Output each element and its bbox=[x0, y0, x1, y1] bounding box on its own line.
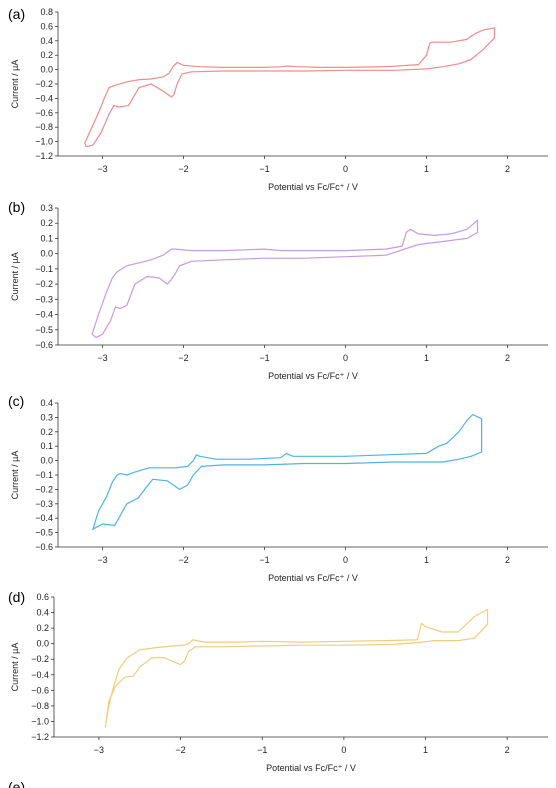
x-tick-label: 2 bbox=[505, 353, 510, 363]
y-tick-label: 0.3 bbox=[40, 203, 53, 213]
x-tick-label: −3 bbox=[97, 353, 107, 363]
chart-panel-4: (d) 0.6 0.4 0.2 0.0 −0.2 −0.4 −0.6 −0.8 −1.0 −1.2 −… bbox=[8, 589, 548, 773]
y-tick-label: −0.8 bbox=[35, 122, 53, 132]
y-tick-label: −1.2 bbox=[35, 151, 53, 161]
x-tick-label: 1 bbox=[424, 353, 429, 363]
y-tick-label: 0.1 bbox=[40, 441, 53, 451]
cv-trace bbox=[91, 219, 479, 338]
panels: (a) 0.8 0.6 0.4 0.2 0.0 −0.2 −0.4 −0.6 −0.8 −1.0 −1… bbox=[8, 6, 548, 773]
y-tick-label: −0.2 bbox=[35, 79, 53, 89]
y-tick-label: 0.3 bbox=[40, 412, 53, 422]
x-tick-label: 0 bbox=[343, 164, 348, 174]
y-tick-label: −0.4 bbox=[35, 93, 53, 103]
x-tick-label: −2 bbox=[175, 745, 185, 755]
y-tick-label: −0.6 bbox=[35, 108, 53, 118]
y-tick-label: −0.3 bbox=[35, 294, 53, 304]
x-tick-label: −3 bbox=[94, 745, 104, 755]
y-tick-label: −0.2 bbox=[35, 484, 53, 494]
x-tick-label: −1 bbox=[259, 164, 269, 174]
x-axis-title: Potential vs Fc/Fc⁺ / V bbox=[268, 371, 358, 381]
y-tick-label: 0.4 bbox=[40, 36, 53, 46]
y-tick-label: −0.5 bbox=[35, 528, 53, 538]
x-tick-label: 1 bbox=[424, 164, 429, 174]
x-tick-label: −1 bbox=[259, 555, 269, 565]
x-tick-label: 0 bbox=[343, 555, 348, 565]
y-tick-label: 0.2 bbox=[40, 218, 53, 228]
y-tick-label: 0.4 bbox=[36, 608, 49, 618]
y-tick-label: 0.2 bbox=[40, 50, 53, 60]
y-tick-label: 0.1 bbox=[40, 233, 53, 243]
y-tick-label: 0.4 bbox=[40, 398, 53, 408]
y-tick-label: −0.6 bbox=[31, 685, 49, 695]
y-tick-label: −0.6 bbox=[35, 340, 53, 350]
y-tick-label: −0.4 bbox=[31, 670, 49, 680]
x-tick-label: 0 bbox=[341, 745, 346, 755]
y-tick-label: 0.0 bbox=[40, 456, 53, 466]
y-tick-label: −0.3 bbox=[35, 499, 53, 509]
y-axis-title: Current / µA bbox=[10, 252, 20, 301]
y-tick-label: −1.0 bbox=[31, 716, 49, 726]
x-axis-title: Potential vs Fc/Fc⁺ / V bbox=[268, 573, 358, 583]
y-tick-label: 0.0 bbox=[40, 249, 53, 259]
x-axis-title: Potential vs Fc/Fc⁺ / V bbox=[268, 182, 358, 192]
panel-label: (c) bbox=[8, 393, 24, 409]
cut-off-panel-label: (e) bbox=[8, 779, 25, 788]
x-tick-label: 2 bbox=[505, 745, 510, 755]
y-axis-title: Current / µA bbox=[10, 60, 20, 109]
y-axis-title: Current / µA bbox=[10, 451, 20, 500]
cv-trace bbox=[104, 608, 489, 728]
x-tick-label: 2 bbox=[505, 164, 510, 174]
x-tick-label: −2 bbox=[178, 353, 188, 363]
cv-trace bbox=[84, 27, 496, 148]
y-tick-label: 0.2 bbox=[40, 427, 53, 437]
x-tick-label: 0 bbox=[343, 353, 348, 363]
y-tick-label: −0.1 bbox=[35, 264, 53, 274]
y-tick-label: −0.6 bbox=[35, 542, 53, 552]
y-tick-label: −0.2 bbox=[35, 279, 53, 289]
panel-label: (b) bbox=[8, 199, 25, 215]
y-tick-label: −0.8 bbox=[31, 701, 49, 711]
x-tick-label: −1 bbox=[259, 353, 269, 363]
y-tick-label: −0.4 bbox=[35, 513, 53, 523]
cv-trace bbox=[92, 413, 483, 531]
x-tick-label: −3 bbox=[97, 555, 107, 565]
chart-panel-2: (b) 0.3 0.2 0.1 0.0 −0.1 −0.2 −0.3 −0.4 −0.5 −0.6 −… bbox=[8, 199, 548, 381]
y-tick-label: −1.2 bbox=[31, 732, 49, 742]
x-tick-label: −3 bbox=[97, 164, 107, 174]
y-tick-label: 0.0 bbox=[36, 639, 49, 649]
x-tick-label: 1 bbox=[424, 555, 429, 565]
y-tick-label: 0.0 bbox=[40, 65, 53, 75]
y-tick-label: −0.5 bbox=[35, 325, 53, 335]
x-axis-title: Potential vs Fc/Fc⁺ / V bbox=[266, 763, 356, 773]
panel-label: (d) bbox=[8, 589, 25, 605]
y-axis-title: Current / µA bbox=[10, 643, 20, 692]
y-tick-label: −0.1 bbox=[35, 470, 53, 480]
y-tick-label: 0.2 bbox=[36, 623, 49, 633]
y-tick-label: −1.0 bbox=[35, 137, 53, 147]
y-tick-label: −0.2 bbox=[31, 654, 49, 664]
x-tick-label: 2 bbox=[505, 555, 510, 565]
y-tick-label: 0.6 bbox=[36, 592, 49, 602]
x-tick-label: −2 bbox=[178, 555, 188, 565]
chart-panel-3: (c) 0.4 0.3 0.2 0.1 0.0 −0.1 −0.2 −0.3 −0.4 −0.5 −0… bbox=[8, 393, 548, 583]
x-tick-label: −1 bbox=[257, 745, 267, 755]
y-tick-label: 0.6 bbox=[40, 21, 53, 31]
y-tick-label: −0.4 bbox=[35, 310, 53, 320]
x-tick-label: 1 bbox=[423, 745, 428, 755]
chart-panel-1: (a) 0.8 0.6 0.4 0.2 0.0 −0.2 −0.4 −0.6 −0.8 −1.0 −1… bbox=[8, 6, 548, 192]
y-tick-label: 0.8 bbox=[40, 7, 53, 17]
x-tick-label: −2 bbox=[178, 164, 188, 174]
panel-label: (a) bbox=[8, 6, 25, 22]
